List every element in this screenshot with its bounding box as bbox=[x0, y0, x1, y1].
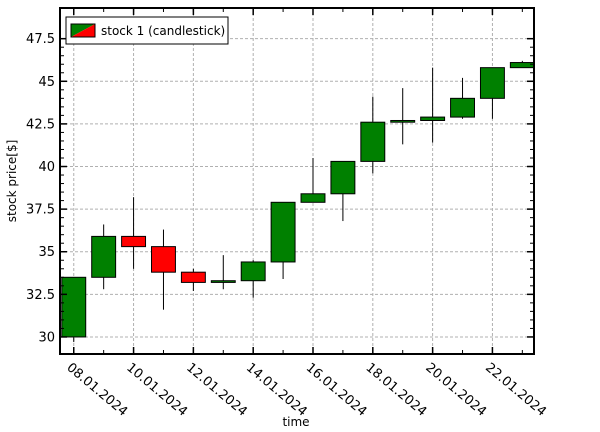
legend: stock 1 (candlestick) bbox=[65, 16, 229, 45]
candle bbox=[270, 201, 296, 280]
candle-body bbox=[420, 116, 446, 121]
plot-background bbox=[60, 8, 534, 354]
candle bbox=[240, 260, 266, 298]
candle-body bbox=[180, 271, 206, 283]
candle-body bbox=[270, 201, 296, 263]
candle bbox=[210, 255, 236, 290]
candle-body bbox=[300, 193, 326, 203]
x-tick-label: 12.01.2024 bbox=[183, 360, 250, 419]
y-tick-label: 37.5 bbox=[26, 203, 55, 218]
y-tick-label: 42.5 bbox=[26, 117, 55, 132]
candle-body bbox=[151, 246, 176, 273]
candle bbox=[180, 268, 206, 291]
legend-swatch-down bbox=[71, 24, 95, 37]
x-tick-label: 22.01.2024 bbox=[482, 360, 549, 419]
y-axis: 30 32.5 35 37.5 40 42.5 45 47.5 bbox=[26, 32, 534, 345]
y-tick-label: 47.5 bbox=[26, 32, 55, 47]
candle-body bbox=[360, 121, 386, 162]
y-axis-title: stock price[$] bbox=[5, 140, 19, 223]
candle bbox=[300, 157, 326, 203]
candle-body bbox=[61, 276, 87, 338]
x-tick-label: 16.01.2024 bbox=[303, 360, 370, 419]
y-tick-label: 45 bbox=[38, 75, 55, 90]
candle bbox=[360, 96, 386, 174]
candle-body bbox=[509, 62, 535, 69]
candle-body bbox=[479, 67, 505, 99]
x-tick-label: 18.01.2024 bbox=[363, 360, 430, 419]
candle-body bbox=[450, 97, 475, 118]
x-tick-label: 20.01.2024 bbox=[422, 360, 489, 419]
candle-body bbox=[240, 261, 266, 282]
candle-body bbox=[210, 280, 236, 283]
candle bbox=[330, 160, 356, 222]
candle bbox=[91, 224, 117, 290]
legend-swatch bbox=[70, 23, 96, 38]
candle-body bbox=[390, 119, 416, 123]
y-tick-label: 35 bbox=[38, 245, 55, 260]
candle bbox=[390, 88, 416, 145]
candle bbox=[61, 276, 87, 343]
candle bbox=[450, 77, 475, 119]
candles bbox=[61, 60, 535, 343]
candle-body bbox=[91, 235, 117, 278]
candle bbox=[420, 67, 446, 143]
x-tick-label: 14.01.2024 bbox=[243, 360, 310, 419]
x-axis-title: time bbox=[282, 415, 309, 429]
y-tick-label: 40 bbox=[38, 160, 55, 175]
candle-body bbox=[330, 160, 356, 195]
candle-body bbox=[121, 235, 147, 248]
plot-frame bbox=[59, 7, 535, 355]
candle bbox=[151, 229, 176, 310]
y-tick-label: 30 bbox=[38, 330, 55, 345]
candle bbox=[121, 197, 147, 269]
legend-entry: stock 1 (candlestick) bbox=[101, 24, 225, 38]
x-tick-label: 10.01.2024 bbox=[123, 360, 190, 419]
candle bbox=[479, 67, 505, 119]
x-tick-label: 08.01.2024 bbox=[64, 360, 131, 419]
y-tick-label: 32.5 bbox=[26, 288, 55, 303]
